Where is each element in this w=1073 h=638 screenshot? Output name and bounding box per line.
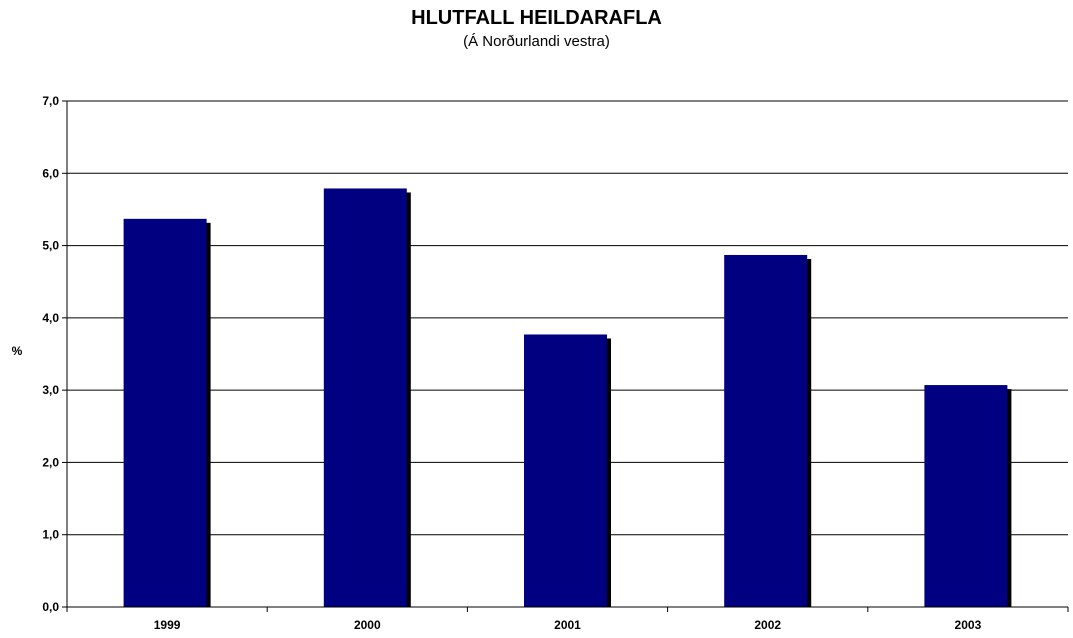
- y-tick-label: 5,0: [42, 239, 59, 253]
- y-tick-label: 6,0: [42, 166, 59, 180]
- y-tick-label: 3,0: [42, 383, 59, 397]
- y-axis-ticks: 0,0 1,0 2,0 3,0 4,0 5,0 6,0 7,0: [42, 94, 67, 614]
- x-axis-ticks: 1999 2000 2001 2002 2003: [66, 607, 1069, 632]
- chart-subtitle: (Á Norðurlandi vestra): [463, 33, 610, 50]
- x-tick-label: 1999: [154, 618, 181, 632]
- axes: [66, 101, 1068, 608]
- y-tick-label: 7,0: [42, 94, 59, 108]
- bar-2002: [724, 254, 808, 607]
- y-tick-label: 2,0: [42, 455, 59, 469]
- bars: [123, 188, 1012, 608]
- y-tick-label: 4,0: [42, 311, 59, 325]
- y-tick-label: 0,0: [42, 600, 59, 614]
- x-tick-label: 2002: [754, 618, 781, 632]
- y-tick-label: 1,0: [42, 528, 59, 542]
- bar-2001: [524, 334, 607, 607]
- x-tick-label: 2000: [354, 618, 381, 632]
- x-tick-label: 2001: [554, 618, 581, 632]
- x-tick-label: 2003: [955, 618, 982, 632]
- gridlines: [67, 100, 1068, 536]
- bar-2003: [924, 385, 1008, 607]
- y-axis-label: %: [12, 344, 23, 358]
- bar-1999: [123, 218, 207, 607]
- chart-title: HLUTFALL HEILDARAFLA: [411, 7, 662, 29]
- bar-2000: [323, 188, 407, 608]
